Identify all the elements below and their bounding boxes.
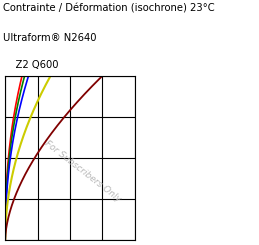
Text: Z2 Q600: Z2 Q600	[3, 60, 58, 70]
Text: Contrainte / Déformation (isochrone) 23°C: Contrainte / Déformation (isochrone) 23°…	[3, 4, 214, 14]
Text: For Subscribers Only: For Subscribers Only	[43, 139, 123, 204]
Text: Ultraform® N2640: Ultraform® N2640	[3, 33, 96, 43]
